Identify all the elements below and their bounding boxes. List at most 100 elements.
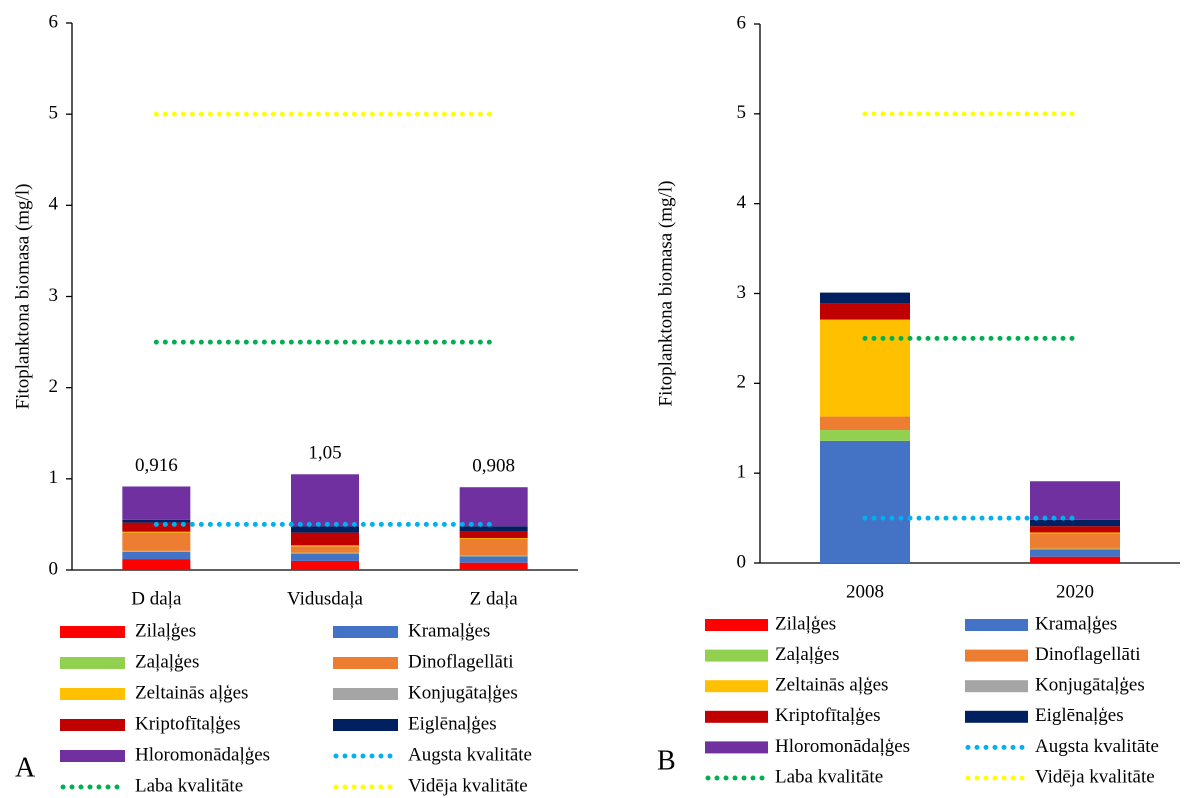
bar-segment (291, 532, 359, 546)
legend-label: Augsta kvalitāte (1035, 736, 1159, 757)
y-tick-label: 5 (49, 103, 59, 124)
legend-label: Augsta kvalitāte (408, 744, 532, 765)
legend-swatch (333, 719, 398, 731)
legend-swatch (60, 657, 125, 669)
bar-segment (122, 531, 191, 533)
legend-label: Konjugātaļģes (408, 682, 518, 703)
bar-segment (459, 538, 528, 540)
bar-segment (820, 416, 910, 431)
x-tick-label: 2020 (1056, 581, 1094, 602)
bar-segment (820, 319, 910, 417)
bar-segment (291, 553, 359, 561)
legend-label: Dinoflagellāti (1035, 644, 1141, 665)
bar-segment (122, 522, 191, 532)
bar-segment (1030, 548, 1120, 550)
bar-segment (459, 487, 528, 527)
bar-segment (122, 532, 191, 551)
legend-label: Vidēja kvalitāte (408, 775, 528, 796)
legend-label: Kriptofītaļģes (775, 705, 881, 726)
legend-swatch (60, 719, 125, 731)
legend-label: Zaļaļģes (135, 651, 199, 672)
bar-segment (1030, 481, 1120, 520)
legend-swatch (965, 649, 1028, 662)
bar-segment (1030, 556, 1120, 563)
bar-segment (291, 552, 359, 554)
bar-segment (122, 559, 191, 570)
y-tick-label: 4 (49, 194, 59, 215)
y-axis-label: Fitoplanktona biomasa (mg/l) (655, 181, 676, 407)
y-tick-label: 6 (49, 11, 59, 32)
panel-label: B (657, 745, 676, 776)
bar-segment (820, 440, 910, 563)
x-tick-label: Z daļa (470, 588, 519, 609)
legend-label: Zaļaļģes (775, 644, 839, 665)
legend-label: Zeltainās aļģes (775, 675, 888, 696)
x-tick-label: D daļa (131, 588, 182, 609)
bar-segment (459, 555, 528, 557)
bar-segment (1030, 533, 1120, 549)
y-tick-label: 5 (737, 102, 747, 123)
bar-segment (291, 546, 359, 553)
bar-segment (291, 526, 359, 533)
y-tick-label: 6 (737, 12, 747, 33)
chart-panel: 0 1 2 3 4 5 6 Fitoplanktona biomasa (mg/l) D daļ… (12, 11, 578, 796)
legend-label: Zeltainās aļģes (135, 682, 248, 703)
bar-segment (1030, 532, 1120, 534)
legend-label: Zilaļģes (135, 620, 196, 641)
bar-segment (820, 292, 910, 304)
y-tick-label: 0 (737, 551, 747, 572)
bar-segment (820, 430, 910, 441)
y-tick-label: 1 (737, 462, 747, 483)
legend-swatch (705, 741, 768, 754)
bar-segment (459, 562, 528, 570)
bar-segment (459, 556, 528, 563)
legend-swatch (965, 710, 1028, 723)
y-tick-label: 3 (49, 285, 59, 306)
bar-segment (1030, 549, 1120, 557)
legend-label: Konjugātaļģes (1035, 675, 1145, 696)
bar-segment (291, 545, 359, 547)
bar-segment (459, 539, 528, 556)
legend-label: Kramaļģes (408, 620, 490, 641)
bar-segment (122, 550, 191, 552)
legend-swatch (60, 688, 125, 700)
bar-segment (1030, 526, 1120, 533)
bar-segment (459, 531, 528, 539)
y-tick-label: 0 (49, 558, 59, 579)
bar-segment (122, 519, 191, 523)
y-tick-label: 2 (49, 376, 59, 397)
legend-label: Hloromonādaļģes (775, 736, 910, 757)
legend-swatch (60, 626, 125, 638)
legend-swatch (965, 619, 1028, 631)
legend-label: Vidēja kvalitāte (1035, 766, 1155, 787)
legend-label: Laba kvalitāte (135, 775, 243, 796)
panel-label: A (15, 752, 36, 783)
bar-segment (122, 486, 191, 520)
legend-swatch (705, 680, 768, 693)
legend-swatch (60, 750, 125, 762)
legend-label: Laba kvalitāte (775, 766, 883, 787)
y-axis-label: Fitoplanktona biomasa (mg/l) (12, 184, 33, 410)
y-tick-label: 4 (737, 192, 747, 213)
legend-swatch (333, 688, 398, 700)
legend-swatch (705, 619, 768, 631)
legend-swatch (705, 710, 768, 723)
x-tick-label: 2008 (846, 581, 884, 602)
total-label: 1,05 (308, 443, 341, 464)
legend-label: Eiglēnaļģes (1035, 705, 1124, 726)
total-label: 0,908 (472, 456, 515, 477)
bar-segment (459, 526, 528, 532)
total-label: 0,916 (135, 455, 178, 476)
y-tick-label: 3 (737, 282, 747, 303)
legend-label: Eiglēnaļģes (408, 713, 497, 734)
x-tick-label: Vidusdaļa (287, 588, 363, 609)
chart-panel: 0 1 2 3 4 5 6 Fitoplanktona biomasa (mg/l) 2008 2… (655, 12, 1180, 787)
bar-segment (820, 303, 910, 320)
legend-swatch (705, 649, 768, 662)
legend-label: Dinoflagellāti (408, 651, 514, 672)
legend-swatch (333, 657, 398, 669)
legend-label: Hloromonādaļģes (135, 744, 270, 765)
bar-segment (1030, 519, 1120, 527)
legend-label: Zilaļģes (775, 613, 836, 634)
